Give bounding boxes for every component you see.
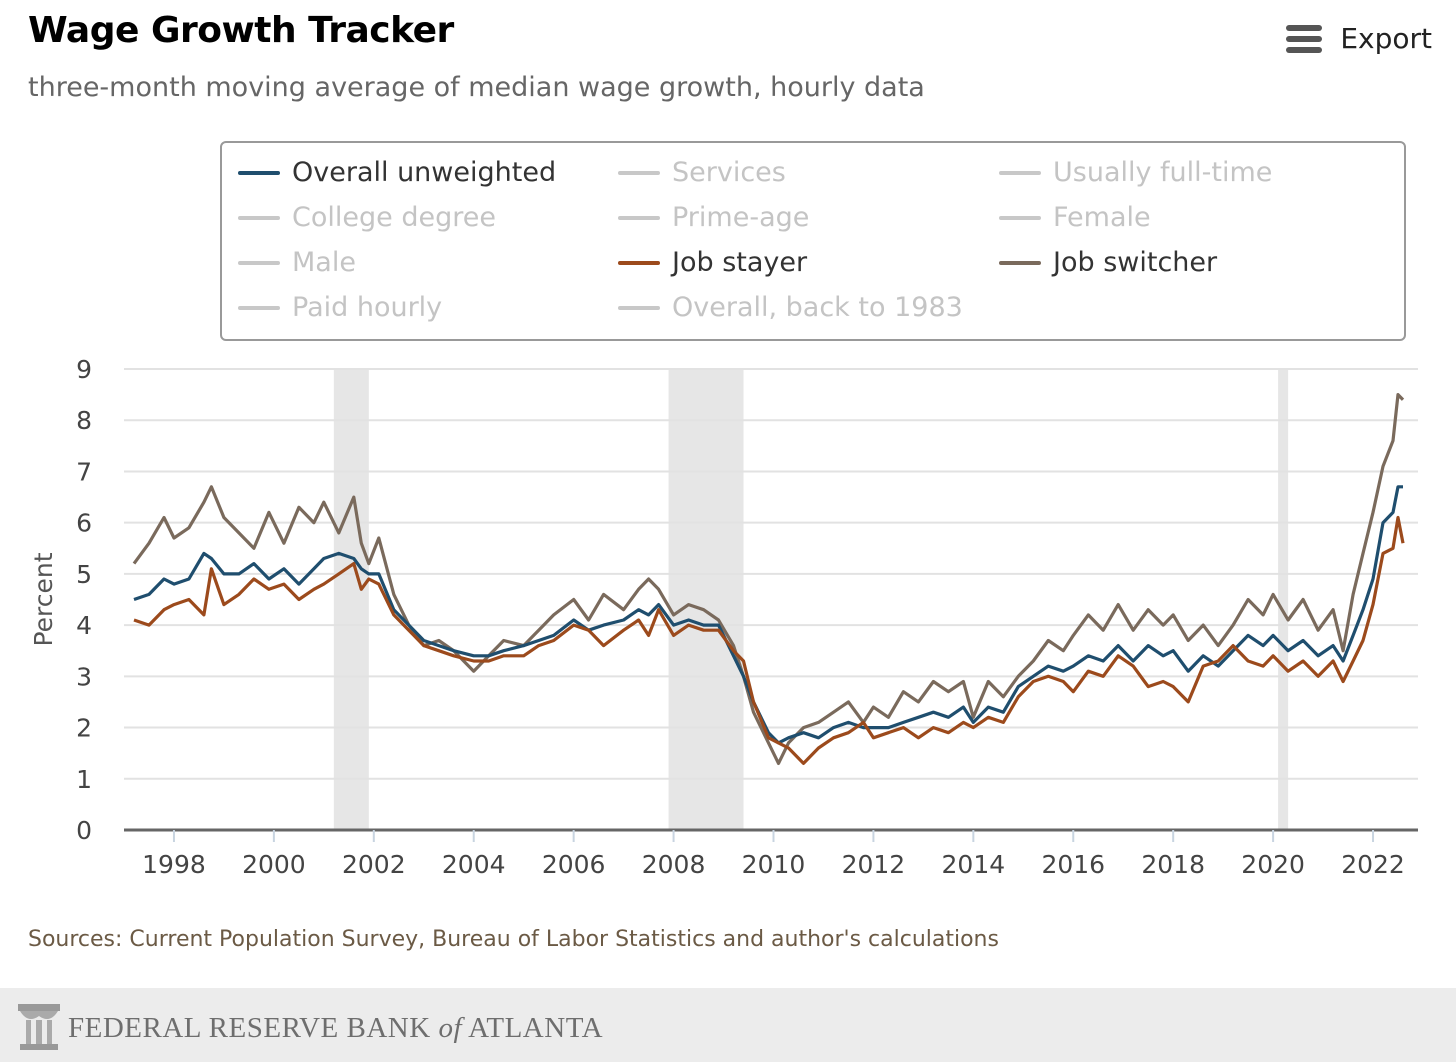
- legend-label: Usually full-time: [1053, 157, 1273, 188]
- legend-label: Overall, back to 1983: [672, 292, 963, 323]
- recession-band: [333, 369, 369, 830]
- legend-swatch: [238, 215, 280, 220]
- legend-item-job-switcher[interactable]: Job switcher: [999, 247, 1217, 278]
- series-line-job-stayer: [133, 515, 1405, 765]
- y-tick-label: 3: [76, 662, 92, 691]
- brand-of: of: [438, 1012, 462, 1044]
- legend-swatch: [618, 170, 660, 175]
- legend-label: Male: [292, 247, 356, 278]
- y-tick-label: 6: [76, 509, 92, 538]
- y-tick-label: 8: [76, 406, 92, 435]
- brand-suffix: ATLANTA: [462, 1012, 604, 1044]
- recession-band: [1278, 369, 1289, 830]
- federal-reserve-seal-icon: [18, 1004, 60, 1050]
- legend-item-female[interactable]: Female: [999, 202, 1151, 233]
- y-tick-label: 2: [76, 714, 92, 743]
- legend-label: Overall unweighted: [292, 157, 557, 188]
- recession-band: [668, 369, 744, 830]
- legend-label: Paid hourly: [292, 292, 443, 323]
- legend-swatch: [238, 170, 280, 175]
- legend-swatch: [999, 215, 1041, 220]
- series-line-job-switcher: [132, 392, 1405, 765]
- line-chart: 0 1 2 3 4 5 6 7 8 9 1998 2000 2002 2004 2006 2008 2010 2…: [29, 355, 1418, 879]
- y-tick-label: 5: [76, 560, 92, 589]
- x-tick-label: 2008: [642, 850, 706, 879]
- export-button[interactable]: Export: [1286, 22, 1432, 55]
- legend-label: Prime-age: [672, 202, 810, 233]
- x-tick-label: 2010: [742, 850, 806, 879]
- legend-label: Services: [672, 157, 786, 188]
- series-lines: [132, 392, 1405, 765]
- source-note: Sources: Current Population Survey, Bure…: [28, 927, 999, 952]
- legend-swatch: [618, 305, 660, 310]
- chart-title: Wage Growth Tracker: [28, 10, 454, 51]
- legend-label: Female: [1053, 202, 1151, 233]
- legend-item-job-stayer[interactable]: Job stayer: [618, 247, 807, 278]
- legend-swatch: [999, 260, 1041, 265]
- legend-item-prime-age[interactable]: Prime-age: [618, 202, 809, 233]
- legend-item-services[interactable]: Services: [618, 157, 786, 188]
- x-axis-ticks: 1998 2000 2002 2004 2006 2008 2010 2012 2014 2016…: [142, 830, 1405, 879]
- x-tick-label: 2022: [1341, 850, 1405, 879]
- y-tick-label: 1: [76, 765, 92, 794]
- legend-label: Job switcher: [1053, 247, 1218, 278]
- legend-label: Job stayer: [672, 247, 808, 278]
- legend-item-college-degree[interactable]: College degree: [238, 202, 496, 233]
- legend-item-overall-unweighted[interactable]: Overall unweighted: [238, 157, 556, 188]
- y-tick-label: 4: [76, 611, 92, 640]
- y-tick-label: 7: [76, 457, 92, 486]
- legend-item-male[interactable]: Male: [238, 247, 356, 278]
- x-tick-label: 2018: [1141, 850, 1205, 879]
- x-tick-label: 1998: [142, 850, 206, 879]
- legend-label: College degree: [292, 202, 496, 233]
- x-tick-label: 2000: [242, 850, 306, 879]
- hamburger-menu-icon[interactable]: [1286, 24, 1323, 53]
- chart-subtitle: three-month moving average of median wag…: [28, 72, 925, 103]
- x-tick-label: 2020: [1241, 850, 1305, 879]
- x-tick-label: 2014: [942, 850, 1006, 879]
- x-tick-label: 2002: [342, 850, 406, 879]
- legend-swatch: [238, 260, 280, 265]
- y-axis-title: Percent: [29, 552, 58, 646]
- legend-item-paid-hourly[interactable]: Paid hourly: [238, 292, 442, 323]
- x-tick-label: 2016: [1041, 850, 1105, 879]
- brand-prefix: FEDERAL RESERVE BANK: [68, 1012, 439, 1044]
- brand-wordmark: FEDERAL RESERVE BANK of ATLANTA: [68, 1012, 603, 1045]
- y-tick-label: 9: [76, 355, 92, 384]
- series-line-overall-unweighted: [133, 485, 1403, 745]
- gridlines: [124, 368, 1418, 832]
- y-axis-ticks: 0 1 2 3 4 5 6 7 8 9: [76, 355, 92, 845]
- legend-swatch: [618, 215, 660, 220]
- y-tick-label: 0: [76, 816, 92, 845]
- x-tick-label: 2012: [842, 850, 906, 879]
- chart-legend: Overall unweighted Services Usually full…: [220, 141, 1406, 341]
- footer-bar: FEDERAL RESERVE BANK of ATLANTA: [0, 988, 1456, 1062]
- legend-item-overall-back-to-1983[interactable]: Overall, back to 1983: [618, 292, 963, 323]
- legend-item-usually-full-time[interactable]: Usually full-time: [999, 157, 1272, 188]
- x-tick-label: 2006: [542, 850, 606, 879]
- export-label: Export: [1340, 22, 1432, 55]
- recession-bands: [333, 369, 1289, 830]
- legend-swatch: [618, 260, 660, 265]
- x-tick-label: 2004: [442, 850, 506, 879]
- legend-swatch: [999, 170, 1041, 175]
- legend-swatch: [238, 305, 280, 310]
